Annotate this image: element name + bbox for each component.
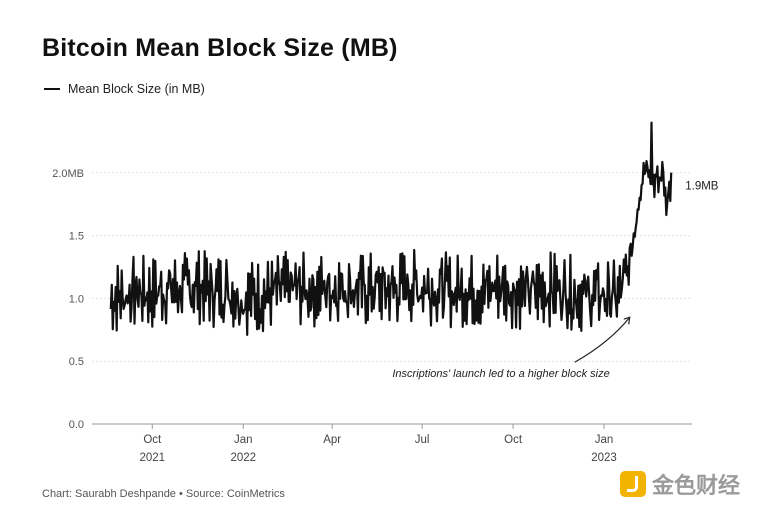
legend-label: Mean Block Size (in MB) (68, 82, 205, 96)
x-tick-label: Oct (504, 434, 523, 446)
annotation-text: Inscriptions' launch led to a higher blo… (392, 368, 609, 380)
annotation-arrow (574, 316, 631, 363)
y-tick-label: 1.5 (69, 231, 84, 243)
annotation-arrowhead (623, 316, 631, 325)
legend: Mean Block Size (in MB) (44, 82, 205, 96)
x-tick-label: Jul (415, 434, 430, 446)
source-footer: Chart: Saurabh Deshpande • Source: CoinM… (42, 488, 285, 500)
x-tick-year-label: 2023 (591, 452, 617, 464)
watermark-text: 金色财经 (652, 473, 741, 498)
y-tick-label: 2.0MB (52, 168, 84, 180)
legend-swatch (44, 88, 60, 90)
watermark-logo-icon (620, 471, 646, 497)
watermark: 金色财经 (620, 468, 740, 500)
y-tick-label: 1.0 (69, 293, 84, 305)
x-tick-label: Apr (323, 434, 341, 446)
y-tick-label: 0.5 (69, 356, 84, 368)
x-tick-label: Jan (234, 434, 253, 446)
series-line-mean-block-size (109, 121, 673, 336)
chart-title: Bitcoin Mean Block Size (MB) (42, 34, 398, 62)
x-tick-year-label: 2022 (230, 452, 256, 464)
x-tick-label: Jan (595, 434, 614, 446)
y-tick-label: 0.0 (69, 419, 84, 431)
x-tick-year-label: 2021 (139, 452, 165, 464)
series-end-label: 1.9MB (685, 180, 719, 192)
x-tick-label: Oct (143, 434, 162, 446)
